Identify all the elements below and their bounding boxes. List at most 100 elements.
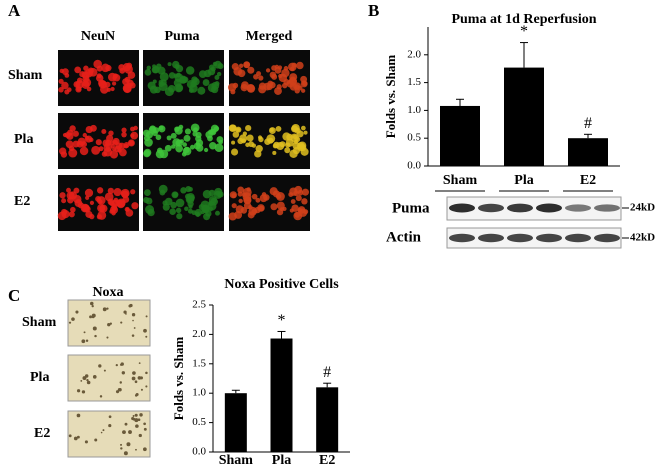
cell [184,206,189,211]
cell [189,144,195,150]
cell [167,84,176,93]
cell [243,201,252,210]
annotation: * [278,312,286,329]
cell [294,84,300,90]
cell [190,123,200,133]
cell [247,66,255,74]
cell [91,313,96,318]
cell [145,385,148,388]
cell [84,374,89,378]
cell [207,135,213,142]
cell [64,73,70,78]
x-tick-label: Sham [219,453,254,468]
cell [101,63,110,73]
cell [188,204,193,209]
cell [131,334,135,337]
cell [166,135,172,141]
cell [193,142,201,150]
cell [257,204,265,212]
x-tick-label: Sham [443,173,478,188]
cell [70,206,76,213]
cell [162,203,170,211]
row-label: E2 [14,194,30,209]
cell [276,208,284,216]
cell [83,331,86,334]
cell [291,62,297,68]
cell [243,196,252,205]
cell [145,335,148,338]
cell [214,75,220,80]
x-tick-label: Pla [514,173,533,188]
cell [68,434,72,438]
cell [268,127,276,134]
cell [89,200,95,205]
annotation: # [584,115,592,132]
cell [143,447,147,452]
cell [174,126,180,132]
band [449,203,475,213]
cell [121,127,127,133]
cell [290,199,296,204]
cell [232,131,240,138]
bar [224,393,247,452]
cell [291,204,299,212]
cell [118,148,127,157]
cell [125,313,127,315]
chart-title: Puma at 1d Reperfusion [451,12,596,27]
cell [292,147,301,155]
cell [131,376,136,381]
cell [282,206,287,211]
cell [72,130,79,137]
cell [251,193,258,200]
cell [258,75,264,81]
cell [108,130,114,136]
cell [242,131,247,136]
cell [85,195,90,200]
column-header: NeuN [81,29,115,44]
cell [58,87,64,93]
cell [231,192,237,199]
column-header: Merged [246,29,293,44]
row-label: Pla [14,132,33,147]
cell [269,187,278,196]
cell [84,440,88,444]
cell [258,85,267,94]
panel-letter: A [8,1,21,20]
cell [248,141,255,148]
cell [270,203,278,211]
cell [190,80,197,88]
cell [188,186,193,192]
cell [277,65,283,70]
cell [175,144,184,153]
bar [440,105,480,166]
cell [129,303,133,308]
blot-label: Actin [386,229,422,245]
cell [218,139,224,145]
blot [446,196,622,221]
band [478,233,504,243]
cell [65,140,74,149]
cell [212,61,218,67]
column-header: Puma [165,29,200,44]
cell [169,208,176,215]
cell [120,321,123,324]
cell [90,124,97,132]
cell [96,214,103,220]
cell [176,72,182,78]
cell [170,132,177,139]
cell [126,442,131,447]
cell [115,364,118,367]
size-label: 42kD [630,232,655,244]
cell [139,376,143,380]
cell [301,188,309,196]
cell [106,336,109,339]
cell [100,431,103,434]
cell [143,422,146,426]
cell [214,143,224,153]
panel-letter: C [8,286,20,305]
cell [120,188,130,198]
cell [98,364,102,368]
cell [238,198,243,204]
cell [184,128,191,135]
cell [232,82,239,89]
